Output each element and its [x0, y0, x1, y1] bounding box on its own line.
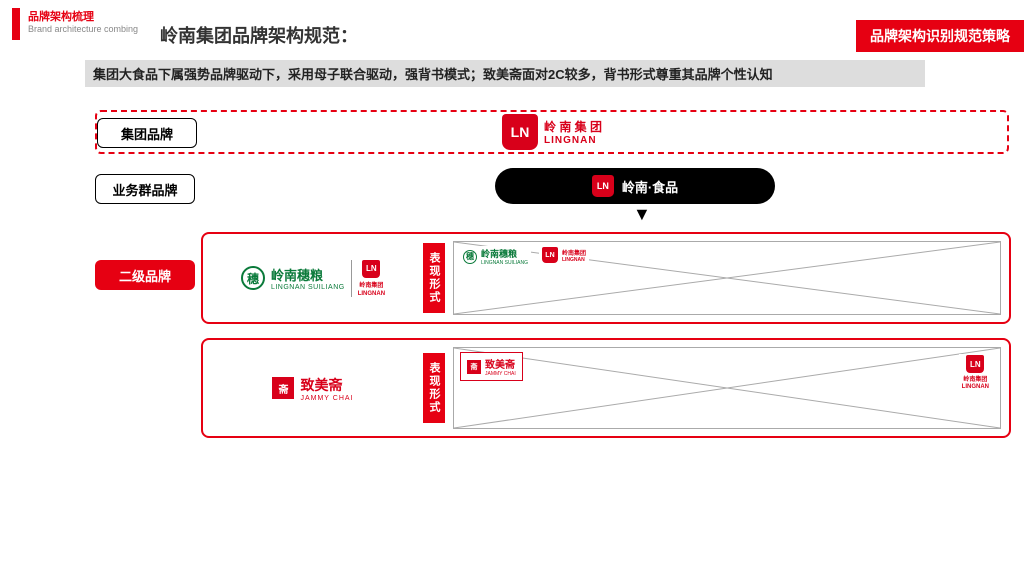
header-text: 品牌架构梳理 Brand architecture combing: [28, 8, 138, 34]
ph2-ln-cn: 岭南集团: [963, 374, 987, 383]
ph1-ln: LN 岭南集团 LINGNAN: [539, 246, 589, 264]
ph2-ln: LN 岭南集团 LINGNAN: [959, 354, 992, 391]
ph1-ln-cn: 岭南集团: [562, 248, 586, 257]
ph1-suiliang-text: 岭南穗粮 LINGNAN SUILIANG: [481, 247, 528, 266]
group-logo-en: LINGNAN: [544, 135, 602, 146]
strategy-badge: 品牌架构识别规范策略: [856, 20, 1024, 52]
ph2-jammy-en: JAMMY CHAI: [485, 371, 516, 377]
jammy-cn: 致美斋: [300, 375, 353, 395]
ph2-jammy-cn: 致美斋: [485, 356, 516, 371]
ph1-suiliang-en: LINGNAN SUILIANG: [481, 260, 528, 266]
ph2-jammy-text: 致美斋 JAMMY CHAI: [485, 356, 516, 377]
cross-icon: [454, 242, 1000, 314]
jammy-brand: 斋 致美斋 JAMMY CHAI: [203, 353, 423, 423]
suiliang-cn: 岭南穗粮: [271, 265, 345, 284]
ph1-suiliang-cn: 岭南穗粮: [481, 247, 528, 260]
suiliang-brand: 穗 岭南穗粮 LINGNAN SUILIANG LN 岭南集团 LINGNAN: [203, 243, 423, 313]
tier-1: 二级品牌 穗 岭南穗粮 LINGNAN SUILIANG LN 岭南集团 LIN…: [95, 232, 1013, 324]
mini-ln-cn: 岭南集团: [359, 280, 383, 289]
jammy-icon: 斋: [272, 377, 294, 399]
diagram-content: 集团品牌 LN 岭 南 集 团 LINGNAN 业务群品牌 LN 岭南·食品 ▼…: [95, 110, 1013, 438]
suiliang-text: 岭南穗粮 LINGNAN SUILIANG: [271, 265, 345, 291]
ph2-jammy: 斋 致美斋 JAMMY CHAI: [460, 352, 523, 381]
subtitle: 集团大食品下属强势品牌驱动下，采用母子联合驱动，强背书模式；致美斋面对2C较多，…: [85, 60, 925, 87]
ph1-ln-en: LINGNAN: [562, 257, 586, 263]
mini-ln-shield-icon: LN: [362, 260, 380, 278]
biz-mini-shield-icon: LN: [592, 175, 614, 197]
ln-shield-icon: LN: [502, 114, 538, 150]
ph2-ln-shield-icon: LN: [966, 355, 984, 373]
arrow-down-icon: ▼: [633, 204, 651, 225]
biz-brand-row: 业务群品牌 LN 岭南·食品 ▼: [95, 168, 1013, 210]
ph1-suiliang: 穗 岭南穗粮 LINGNAN SUILIANG: [460, 246, 531, 267]
ph1-ln-shield-icon: LN: [542, 247, 558, 263]
placeholder-1: 穗 岭南穗粮 LINGNAN SUILIANG LN 岭南集团 LINGNAN: [453, 241, 1001, 315]
page-title: 岭南集团品牌架构规范：: [160, 22, 358, 48]
ph2-jammy-icon: 斋: [467, 360, 481, 374]
header-cn: 品牌架构梳理: [28, 8, 138, 24]
biz-badge: LN 岭南·食品: [495, 168, 775, 204]
group-logo: LN 岭 南 集 团 LINGNAN: [502, 114, 602, 150]
group-brand-label: 集团品牌: [97, 118, 197, 148]
tier-box-1: 穗 岭南穗粮 LINGNAN SUILIANG LN 岭南集团 LINGNAN …: [201, 232, 1011, 324]
placeholder-2: 斋 致美斋 JAMMY CHAI LN 岭南集团 LINGNAN: [453, 347, 1001, 429]
cross-icon-2: [454, 348, 1000, 428]
biz-badge-text: 岭南·食品: [622, 177, 678, 196]
header-en: Brand architecture combing: [28, 24, 138, 34]
ln-text: 岭 南 集 团 LINGNAN: [544, 118, 602, 146]
jammy-en: JAMMY CHAI: [300, 395, 353, 402]
suiliang-endorser: LN 岭南集团 LINGNAN: [351, 260, 385, 297]
suiliang-icon: 穗: [241, 266, 265, 290]
biz-brand-label: 业务群品牌: [95, 174, 195, 204]
mini-ln-en: LINGNAN: [358, 291, 385, 297]
group-logo-cn: 岭 南 集 团: [544, 118, 602, 135]
ph2-ln-en: LINGNAN: [962, 384, 989, 390]
red-accent-bar: [12, 8, 20, 40]
group-brand-row: 集团品牌 LN 岭 南 集 团 LINGNAN: [95, 110, 1009, 154]
tier-label: 二级品牌: [95, 260, 195, 290]
vert-badge-1: 表现形式: [423, 243, 445, 313]
tier-box-2: 斋 致美斋 JAMMY CHAI 表现形式 斋 致美斋 JAMMY CHAI L: [201, 338, 1011, 438]
tier-2: 斋 致美斋 JAMMY CHAI 表现形式 斋 致美斋 JAMMY CHAI L: [95, 338, 1013, 438]
ph1-suiliang-icon: 穗: [463, 250, 477, 264]
vert-badge-2: 表现形式: [423, 353, 445, 423]
suiliang-en: LINGNAN SUILIANG: [271, 284, 345, 291]
jammy-text: 致美斋 JAMMY CHAI: [300, 375, 353, 402]
ph1-ln-text: 岭南集团 LINGNAN: [562, 248, 586, 263]
